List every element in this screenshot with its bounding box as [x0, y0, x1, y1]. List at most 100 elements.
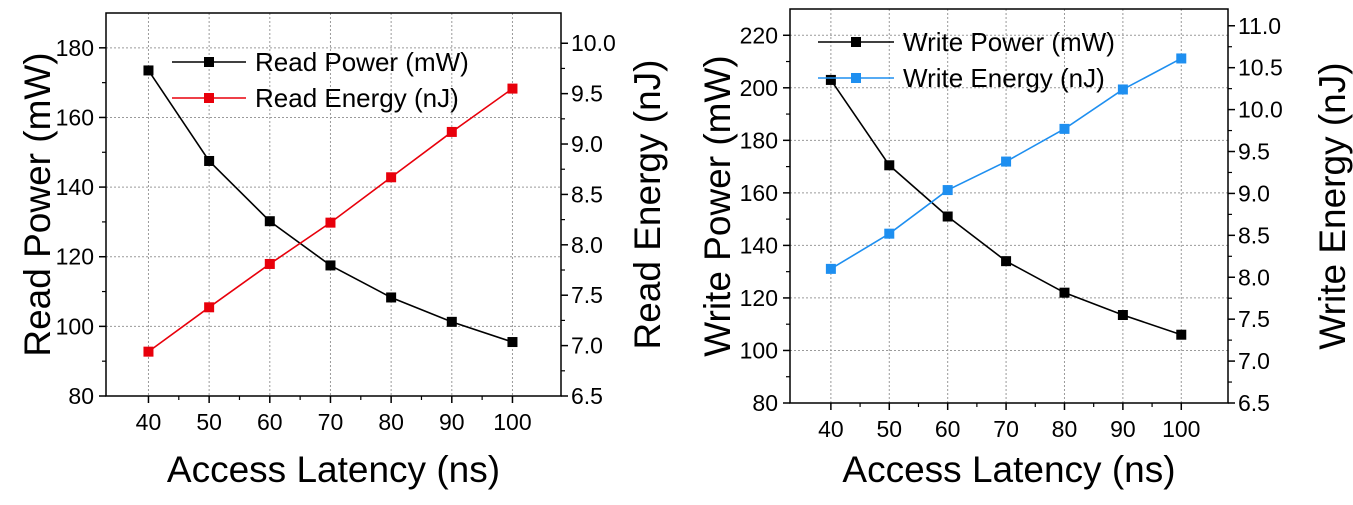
write-energy-point	[942, 185, 953, 196]
write-energy-point	[1059, 123, 1070, 134]
x-axis-label: Access Latency (ns)	[167, 449, 500, 490]
x-tick-label: 60	[257, 409, 283, 435]
x-tick-label: 50	[196, 409, 222, 435]
y2-tick-label: 10.0	[571, 30, 616, 56]
plot-frame	[105, 12, 562, 397]
write-energy-point	[884, 228, 895, 239]
write-power-point	[1001, 256, 1012, 267]
y-tick-label: 220	[740, 22, 778, 48]
read-power-point	[143, 65, 154, 76]
read-energy-point	[325, 217, 336, 228]
axes: 40 50 60 70 80 90 100 80 100 120 140 160 180 6.5 7.0 7.…	[17, 12, 668, 490]
x-tick-label: 60	[935, 416, 961, 442]
x-tick-label: 80	[1052, 416, 1078, 442]
legend-label-read-energy: Read Energy (nJ)	[255, 83, 459, 113]
y-tick-label: 100	[56, 313, 94, 339]
write-energy-point	[1176, 53, 1187, 64]
y2-tick-label: 7.5	[571, 282, 603, 308]
y2-tick-label: 8.5	[571, 181, 603, 207]
write-energy-point	[1001, 156, 1012, 167]
y2-tick-label: 8.5	[1238, 222, 1270, 248]
y-tick-label: 180	[56, 35, 94, 61]
read-power-point	[507, 337, 518, 348]
grid-lines	[790, 9, 1228, 404]
x-tick-label: 40	[818, 416, 844, 442]
read-power-point	[446, 316, 457, 327]
x-tick-label: 70	[318, 409, 344, 435]
y2-axis-label: Write Energy (nJ)	[1312, 62, 1353, 349]
write-energy-point	[825, 263, 836, 274]
y-tick-label: 120	[56, 244, 94, 270]
y-tick-label: 160	[56, 104, 94, 130]
y2-axis-label: Read Energy (nJ)	[627, 60, 668, 350]
y2-tick-label: 9.5	[571, 81, 603, 107]
x-tick-label: 100	[493, 409, 531, 435]
write-power-point	[884, 160, 895, 171]
y2-tick-label: 6.5	[571, 383, 603, 409]
legend: Write Power (mW) Write Energy (nJ)	[818, 27, 1115, 93]
read-energy-point	[143, 346, 154, 357]
axes: 40 50 60 70 80 90 100 80 100 120 140 160 180 200 220 6.…	[697, 8, 1353, 490]
y2-tick-label: 7.0	[1238, 348, 1270, 374]
y-tick-label: 200	[740, 75, 778, 101]
read-energy-point	[264, 258, 275, 269]
x-tick-label: 90	[1110, 416, 1136, 442]
x-tick-label: 100	[1162, 416, 1200, 442]
read-power-point	[325, 260, 336, 271]
series-layer	[825, 53, 1187, 340]
y2-tick-label: 6.5	[1238, 390, 1270, 416]
legend-marker-read-energy	[204, 93, 214, 103]
read-chart: 40 50 60 70 80 90 100 80 100 120 140 160 180 6.5 7.0 7.…	[17, 12, 668, 490]
y2-tick-label: 9.5	[1238, 139, 1270, 165]
y2-tick-label: 10.0	[1238, 97, 1283, 123]
x-tick-label: 40	[136, 409, 162, 435]
legend-label-write-energy: Write Energy (nJ)	[903, 63, 1105, 93]
x-axis-label: Access Latency (ns)	[842, 449, 1175, 490]
y2-tick-label: 8.0	[571, 232, 603, 258]
y-tick-label: 160	[740, 180, 778, 206]
legend: Read Power (mW) Read Energy (nJ)	[172, 47, 469, 113]
legend-label-write-power: Write Power (mW)	[903, 27, 1115, 57]
write-power-point	[1059, 287, 1070, 298]
y-tick-label: 80	[68, 383, 94, 409]
y2-tick-label: 9.0	[1238, 180, 1270, 206]
y-tick-label: 180	[740, 127, 778, 153]
x-tick-label: 50	[876, 416, 902, 442]
y-axis-label: Read Power (mW)	[17, 52, 58, 356]
legend-marker-write-power	[851, 37, 861, 47]
legend-marker-read-power	[204, 57, 214, 67]
write-chart: 40 50 60 70 80 90 100 80 100 120 140 160 180 200 220 6.…	[697, 8, 1353, 490]
read-energy-point	[204, 302, 215, 313]
read-energy-point	[507, 83, 518, 94]
x-tick-label: 90	[439, 409, 465, 435]
y2-tick-label: 11.0	[1238, 13, 1281, 39]
y-tick-label: 100	[740, 337, 778, 363]
y-tick-label: 120	[740, 285, 778, 311]
x-tick-label: 80	[378, 409, 404, 435]
write-power-point	[825, 74, 836, 85]
read-energy-point	[386, 172, 397, 183]
y2-tick-label: 7.0	[571, 333, 603, 359]
read-power-point	[264, 216, 275, 227]
read-power-point	[204, 155, 215, 166]
write-power-point	[1117, 310, 1128, 321]
y-tick-label: 140	[740, 232, 778, 258]
plot-frame	[789, 8, 1229, 404]
read-power-point	[386, 292, 397, 303]
y-tick-label: 140	[56, 174, 94, 200]
y2-tick-label: 7.5	[1238, 306, 1270, 332]
y2-tick-label: 8.0	[1238, 264, 1270, 290]
y2-tick-label: 10.5	[1238, 55, 1283, 81]
write-power-point	[942, 211, 953, 222]
y-tick-label: 80	[752, 390, 778, 416]
legend-label-read-power: Read Power (mW)	[255, 47, 469, 77]
write-energy-point	[1117, 84, 1128, 95]
write-power-point	[1176, 329, 1187, 340]
read-energy-point	[446, 126, 457, 137]
x-tick-label: 70	[993, 416, 1019, 442]
series-layer	[143, 65, 518, 357]
y2-tick-label: 9.0	[571, 131, 603, 157]
legend-marker-write-energy	[851, 73, 861, 83]
y-axis-label: Write Power (mW)	[697, 55, 738, 356]
